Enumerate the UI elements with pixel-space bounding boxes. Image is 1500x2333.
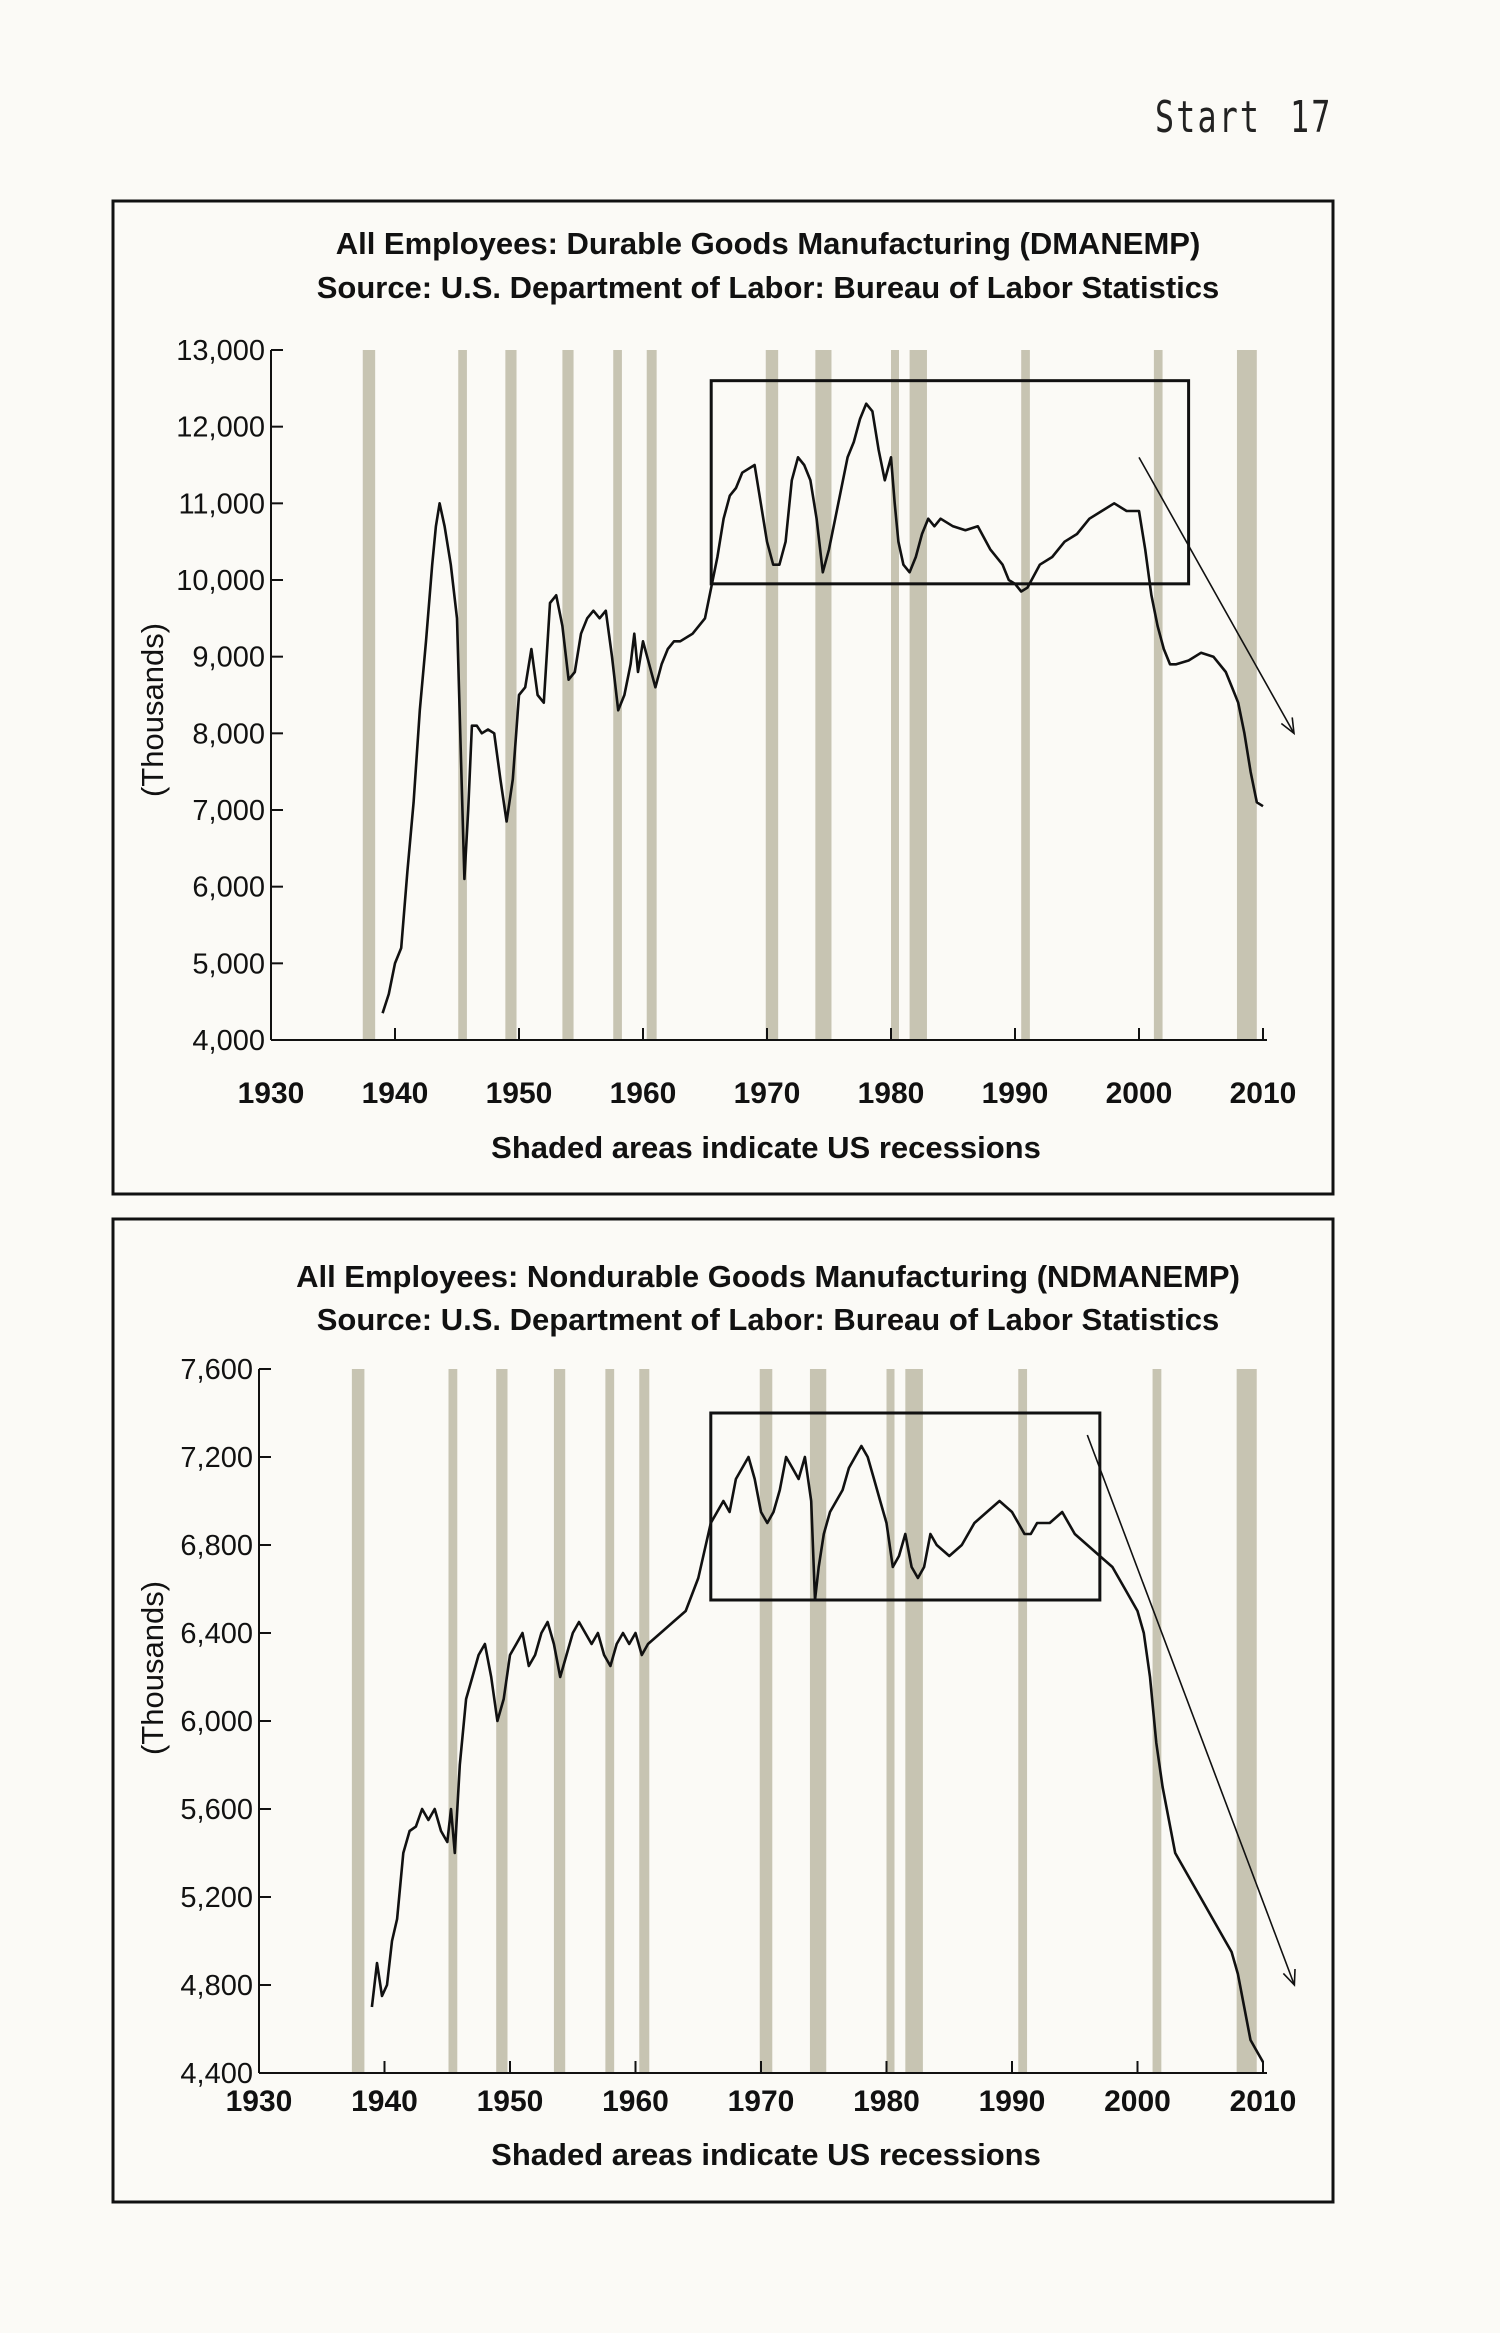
x-tick-label: 2010 <box>1230 1077 1297 1110</box>
y-tick-label: 6,000 <box>180 1706 253 1738</box>
x-tick-label: 1970 <box>734 1077 801 1110</box>
series-line <box>381 402 1264 1014</box>
y-tick-label: 6,400 <box>180 1618 253 1650</box>
chart-title: All Employees: Nondurable Goods Manufact… <box>296 1259 1240 1294</box>
recession-bands <box>351 1369 1257 2073</box>
x-tick-label: 1930 <box>238 1077 305 1110</box>
y-tick-label: 13,000 <box>176 335 265 367</box>
recession-band <box>458 350 467 1040</box>
trend-arrow-line <box>1086 1434 1296 1986</box>
x-tick-label: 1980 <box>853 2085 920 2118</box>
y-tick-label: 7,200 <box>180 1442 253 1474</box>
y-axis-title: (Thousands) <box>135 1581 170 1755</box>
recession-band <box>759 1369 773 2073</box>
highlight-box <box>709 1411 1102 1602</box>
recession-band <box>505 350 517 1040</box>
x-tick-label: 2000 <box>1106 1077 1173 1110</box>
trend-arrow-head <box>1282 1968 1296 1987</box>
y-tick-label: 4,000 <box>192 1025 265 1057</box>
x-tick-label: 1930 <box>226 2085 293 2118</box>
chart-subtitle: Source: U.S. Department of Labor: Bureau… <box>317 1302 1220 1337</box>
recession-band <box>562 350 574 1040</box>
x-tick-label: 1950 <box>477 2085 544 2118</box>
trend-arrow-line <box>1138 456 1295 734</box>
recession-band <box>553 1369 566 2073</box>
highlight-box-group <box>709 1411 1102 1602</box>
x-tick-label: 1990 <box>982 1077 1049 1110</box>
axes <box>270 350 1267 1041</box>
y-tick-label: 4,400 <box>180 2058 253 2090</box>
recession-band <box>351 1369 365 2073</box>
chart-frame <box>111 1217 1335 2204</box>
recession-band <box>496 1369 508 2073</box>
recession-band <box>1236 1369 1257 2073</box>
recession-band <box>809 1369 827 2073</box>
recession-band <box>815 350 832 1040</box>
y-tick-label: 8,000 <box>192 718 265 750</box>
durable-goods-chart: All Employees: Durable Goods Manufacturi… <box>111 199 1335 1196</box>
recession-band <box>1152 1369 1162 2073</box>
recession-band <box>605 1369 615 2073</box>
recession-band <box>1021 350 1030 1040</box>
y-tick-label: 5,200 <box>180 1882 253 1914</box>
y-tick-label: 9,000 <box>192 642 265 674</box>
series-group <box>381 402 1264 1014</box>
series-line <box>370 1444 1265 2063</box>
recession-band <box>905 1369 923 2073</box>
x-tick-labels: 1930 1940 1950 1960 1970 1980 1990 2000 2010 <box>238 1028 1297 1110</box>
x-tick-label: 1950 <box>486 1077 553 1110</box>
trend-arrow-group <box>1138 456 1296 736</box>
recession-band <box>891 350 899 1040</box>
x-tick-label: 1980 <box>858 1077 925 1110</box>
nondurable-goods-chart: All Employees: Nondurable Goods Manufact… <box>111 1217 1335 2204</box>
x-tick-labels: 1930 1940 1950 1960 1970 1980 1990 2000 2010 <box>226 2061 1297 2118</box>
trend-arrow-group <box>1086 1434 1296 1987</box>
recession-note: Shaded areas indicate US recessions <box>491 1130 1041 1165</box>
y-tick-label: 11,000 <box>178 488 265 520</box>
x-tick-label: 1960 <box>602 2085 669 2118</box>
x-tick-label: 2010 <box>1230 2085 1297 2118</box>
x-tick-label: 1970 <box>728 2085 795 2118</box>
y-tick-label: 6,800 <box>180 1530 253 1562</box>
recession-band <box>448 1369 458 2073</box>
page-number: 17 <box>1289 92 1332 143</box>
recession-band <box>1018 1369 1028 2073</box>
y-axis-title: (Thousands) <box>135 623 170 797</box>
chart-frame <box>111 199 1335 1196</box>
y-tick-label: 5,000 <box>192 948 265 980</box>
x-tick-label: 2000 <box>1104 2085 1171 2118</box>
recession-band <box>765 350 779 1040</box>
recession-band <box>1236 350 1257 1040</box>
recession-band <box>886 1369 895 2073</box>
y-tick-label: 4,800 <box>180 1970 253 2002</box>
x-tick-label: 1990 <box>979 2085 1046 2118</box>
running-head: Start <box>1154 92 1261 143</box>
y-tick-labels: 13,000 12,000 11,000 10,000 9,000 8,000 7,000 6… <box>176 335 283 1057</box>
trend-arrow-head <box>1280 717 1296 736</box>
y-tick-labels: 7,600 7,200 6,800 6,400 6,000 5,600 5,200 4,800… <box>180 1354 271 2090</box>
y-tick-label: 6,000 <box>192 872 265 904</box>
series-group <box>370 1444 1265 2063</box>
recession-band <box>909 350 927 1040</box>
page-header: Start 17 <box>1155 92 1332 143</box>
recession-band <box>646 350 657 1040</box>
x-tick-label: 1940 <box>362 1077 429 1110</box>
y-tick-label: 7,600 <box>180 1354 253 1386</box>
highlight-box <box>709 379 1191 586</box>
recession-note: Shaded areas indicate US recessions <box>491 2137 1041 2172</box>
chart-title: All Employees: Durable Goods Manufacturi… <box>336 226 1201 261</box>
y-tick-label: 12,000 <box>176 412 265 444</box>
recession-band <box>362 350 376 1040</box>
recession-band <box>1153 350 1163 1040</box>
x-tick-label: 1960 <box>610 1077 677 1110</box>
y-tick-label: 7,000 <box>192 795 265 827</box>
y-tick-label: 5,600 <box>180 1794 253 1826</box>
highlight-box-group <box>709 379 1191 586</box>
recession-band <box>639 1369 650 2073</box>
y-tick-label: 10,000 <box>176 565 265 597</box>
recession-bands <box>362 350 1257 1040</box>
x-tick-label: 1940 <box>351 2085 418 2118</box>
chart-subtitle: Source: U.S. Department of Labor: Bureau… <box>317 270 1220 305</box>
